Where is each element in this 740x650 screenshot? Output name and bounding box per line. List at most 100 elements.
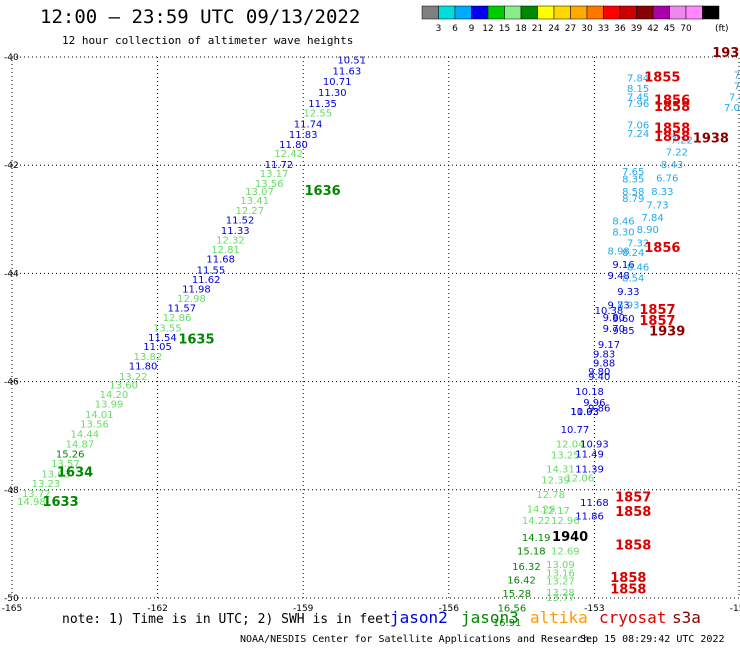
wave-height-label: 13.41 [240,196,269,207]
wave-height-label: 14.22 [522,516,551,527]
color-bin [669,5,687,20]
time-label: 1858 [610,571,646,586]
chart-subtitle: 12 hour collection of altimeter wave hei… [62,34,354,47]
color-bin-label: 39 [631,24,643,34]
wave-height-label: 8.58 [622,187,644,198]
time-label: 1858 [615,538,651,553]
wave-height-label: 13.55 [153,323,182,334]
wave-height-label: 7.77 [734,81,740,92]
color-bin-label: 36 [614,24,626,34]
wave-height-label: 9.85 [612,326,634,337]
wave-height-label: 11.80 [279,140,308,151]
wave-height-label: 9.16 [612,260,634,271]
footer-credit: NOAA/NESDIS Center for Satellite Applica… [240,634,590,645]
y-tick-label: -42 [4,161,19,171]
color-bin [421,5,439,20]
color-bin [454,5,472,20]
wave-height-label: 10.38 [595,306,624,317]
wave-height-label: 8.93 [617,301,639,312]
wave-height-label: 11.98 [182,284,211,295]
time-label: 1636 [305,184,341,199]
wave-height-label: 8.33 [651,187,673,198]
wave-height-label: 16.42 [507,575,536,586]
wave-height-label: 7.20 [739,49,740,60]
color-bin [553,5,571,20]
time-label: 1857 [639,314,675,329]
time-label: 1858 [654,130,690,145]
wave-height-label: 12.96 [551,516,580,527]
wave-height-label: 13.57 [51,459,80,470]
wave-height-label: 12.32 [216,236,245,247]
wave-height-label: 7.22 [671,136,693,147]
wave-height-label: 11.03 [570,407,599,418]
wave-height-label: 12.86 [163,313,192,324]
wave-height-label: 7.06 [627,120,649,131]
wave-height-label: 11.55 [197,265,226,276]
wave-height-label: 12.98 [177,294,206,305]
wave-height-label: 8.98 [608,246,630,257]
satellite-altika: altika [530,608,588,627]
wave-height-label: 13.99 [95,400,124,411]
wave-height-label: 11.72 [265,160,294,171]
wave-height-label: 13.56 [80,420,109,431]
x-tick-label: -150 [730,604,740,614]
time-label: 1940 [552,530,588,545]
wave-height-label: 7.04 [724,103,740,114]
color-bin [570,5,588,20]
wave-height-label: 10.93 [570,407,599,418]
wave-height-label: 13.09 [546,560,575,571]
color-bin [586,5,604,20]
wave-height-label: 11.05 [143,342,172,353]
wave-height-label: 8.79 [622,194,644,205]
color-bin-label: 3 [436,24,442,34]
color-bin-label: 12 [482,24,493,34]
wave-height-label: 11.68 [580,498,609,509]
wave-height-label: 10.18 [575,387,604,398]
wave-height-label: 9.40 [588,372,610,383]
wave-height-label: 11.39 [575,464,604,475]
wave-height-label: 9.17 [598,340,620,351]
satellite-jason3: jason3 [461,608,519,627]
y-tick-label: -44 [4,269,19,279]
wave-height-label: 13.25 [551,450,580,461]
time-label: 1858 [610,583,646,598]
wave-height-label: 12.04 [556,440,585,451]
wave-height-label: 7.48 [729,92,740,103]
wave-height-label: 8.43 [661,160,683,171]
satellite-cryosat: cryosat [599,608,667,627]
wave-height-label: 11.33 [221,226,250,237]
wave-height-label: 11.83 [289,130,318,141]
color-bin [520,5,538,20]
wave-height-label: 8.24 [622,248,644,259]
wave-height-label: 8.15 [627,84,649,95]
wave-height-label: 12.78 [536,490,565,501]
wave-height-label: 14.19 [522,533,551,544]
wave-height-label: 16.32 [512,562,541,573]
wave-height-label: 12.17 [541,506,570,517]
wave-height-label: 8.46 [627,263,649,274]
x-tick-label: -156 [439,604,460,614]
time-label: 1635 [178,333,214,348]
wave-height-label: 7.65 [622,167,644,178]
color-bin [471,5,489,20]
wave-height-label: 14.87 [66,440,95,451]
wave-height-label: 13.22 [119,372,148,383]
wave-height-label: 13.16 [546,568,575,579]
wave-height-label: 7.22 [666,147,688,158]
color-bin-label: 24 [548,24,560,34]
time-label: 1857 [615,491,651,506]
wave-height-label: 10.93 [580,440,609,451]
footer-note: note: 1) Time is in UTC; 2) SWH is in fe… [62,612,391,627]
wave-height-label: 10.51 [337,55,366,66]
wave-height-label: 7.45 [627,92,649,103]
color-scale-unit: (ft) [715,24,729,34]
wave-height-label: 9.73 [608,301,630,312]
wave-height-label: 7.57 [734,71,740,82]
wave-height-label: 14.29 [527,505,556,516]
wave-height-label: 13.28 [546,588,575,599]
x-tick-label: -162 [147,604,167,614]
wave-height-label: 8.46 [612,217,634,228]
wave-height-label: 9.83 [593,349,615,360]
x-tick-label: -159 [293,604,314,614]
